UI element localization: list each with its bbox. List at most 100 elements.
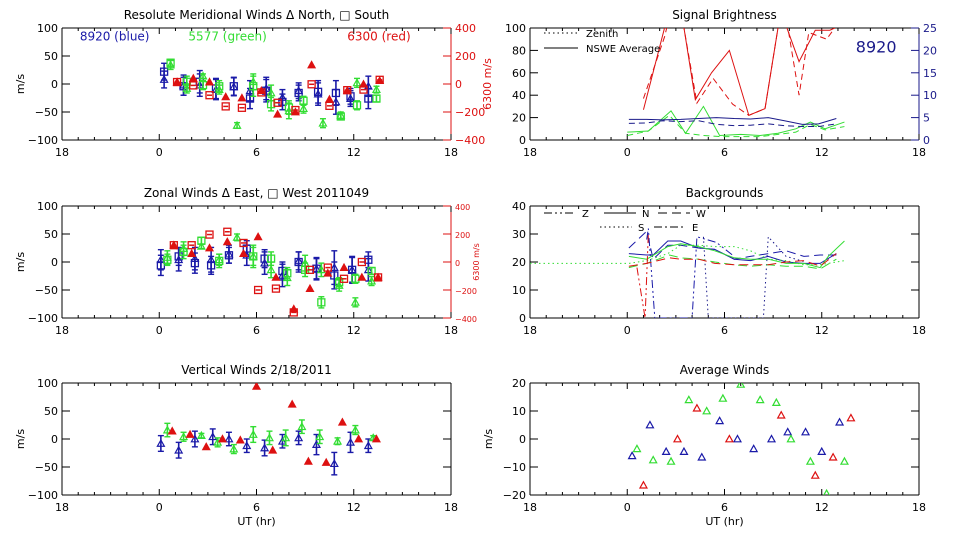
y-tick-label: 100 bbox=[37, 377, 58, 390]
data-point bbox=[357, 272, 367, 281]
data-point bbox=[350, 424, 360, 436]
data-point bbox=[718, 393, 728, 402]
series-line bbox=[628, 253, 837, 267]
right-y-tick-label: 15 bbox=[923, 67, 937, 80]
square-marker bbox=[215, 82, 224, 91]
data-point bbox=[266, 251, 276, 267]
x-tick-label: 18 bbox=[55, 146, 69, 159]
square-marker bbox=[197, 236, 206, 245]
data-point bbox=[179, 244, 188, 260]
square-marker bbox=[205, 230, 214, 239]
y-axis-label: m/s bbox=[14, 429, 27, 449]
square-marker bbox=[339, 274, 349, 283]
x-tick-label: 0 bbox=[156, 324, 163, 337]
x-tick-label: 0 bbox=[624, 146, 631, 159]
right-y-tick-label: −400 bbox=[455, 134, 485, 147]
square-marker bbox=[179, 247, 188, 257]
square-marker bbox=[373, 273, 383, 282]
data-point bbox=[229, 443, 239, 455]
plot-area bbox=[530, 228, 845, 318]
y-tick-label: 0 bbox=[519, 312, 526, 325]
data-point bbox=[350, 297, 360, 308]
y-axis-label: m/s bbox=[482, 429, 495, 449]
square-marker bbox=[299, 96, 308, 105]
data-point bbox=[330, 261, 339, 290]
square-marker bbox=[159, 67, 169, 76]
x-axis-label: UT (hr) bbox=[705, 515, 743, 528]
triangle-marker bbox=[371, 434, 381, 443]
data-point bbox=[221, 92, 231, 101]
data-point bbox=[371, 84, 381, 94]
triangle-marker bbox=[266, 88, 276, 97]
y-tick-label: 0 bbox=[519, 134, 526, 147]
data-point bbox=[783, 427, 793, 436]
data-point bbox=[337, 417, 347, 426]
series-line bbox=[628, 254, 837, 270]
triangle-marker bbox=[185, 429, 195, 438]
data-point bbox=[672, 434, 683, 443]
square-marker bbox=[172, 77, 182, 87]
data-point bbox=[156, 434, 166, 453]
data-point bbox=[846, 413, 856, 422]
data-point bbox=[159, 62, 169, 81]
x-tick-label: 18 bbox=[523, 146, 537, 159]
data-point bbox=[283, 266, 292, 280]
right-y-tick-label: 200 bbox=[455, 50, 476, 63]
y-tick-label: 40 bbox=[512, 200, 526, 213]
square-marker bbox=[323, 263, 332, 272]
triangle-marker bbox=[156, 438, 166, 447]
triangle-marker bbox=[187, 248, 197, 257]
square-marker bbox=[278, 97, 287, 107]
square-marker bbox=[352, 101, 362, 110]
data-point bbox=[187, 248, 197, 257]
x-tick-label: 6 bbox=[253, 324, 260, 337]
plot-area bbox=[156, 383, 381, 476]
chart-meridional: Resolute Meridional Winds Δ North, □ Sou… bbox=[14, 8, 494, 159]
data-point bbox=[766, 434, 777, 443]
data-point bbox=[648, 455, 658, 464]
data-point bbox=[661, 446, 671, 455]
right-y-tick-label: 400 bbox=[455, 203, 470, 212]
triangle-marker bbox=[311, 439, 321, 448]
x-tick-label: 18 bbox=[444, 501, 458, 514]
y-axis-label: m/s bbox=[14, 74, 27, 94]
y-tick-label: 0 bbox=[51, 433, 58, 446]
plot-area bbox=[156, 227, 383, 317]
y-tick-label: 50 bbox=[44, 228, 58, 241]
data-point bbox=[805, 456, 815, 465]
data-point bbox=[215, 79, 224, 93]
data-point bbox=[223, 227, 232, 236]
triangle-marker bbox=[182, 83, 192, 92]
data-point bbox=[776, 410, 786, 419]
data-point bbox=[632, 444, 642, 453]
square-marker bbox=[294, 257, 303, 267]
triangle-marker bbox=[363, 440, 373, 450]
data-point bbox=[331, 79, 341, 106]
data-point bbox=[697, 452, 707, 461]
plot-area bbox=[627, 28, 845, 138]
data-point bbox=[169, 241, 178, 250]
data-point bbox=[684, 395, 694, 404]
data-point bbox=[375, 75, 384, 84]
data-point bbox=[702, 406, 712, 415]
square-marker bbox=[224, 251, 234, 260]
triangle-marker bbox=[755, 395, 765, 404]
triangle-marker bbox=[345, 437, 356, 446]
y-tick-label: −10 bbox=[503, 461, 526, 474]
data-point bbox=[174, 441, 184, 459]
square-marker bbox=[307, 80, 316, 89]
x-tick-label: 18 bbox=[912, 146, 926, 159]
y-tick-label: 50 bbox=[44, 50, 58, 63]
square-marker bbox=[294, 88, 303, 98]
y-tick-label: 100 bbox=[505, 22, 526, 35]
color-key-label: 5577 (green) bbox=[188, 29, 266, 43]
triangle-marker bbox=[217, 434, 227, 443]
data-point bbox=[336, 112, 345, 121]
data-point bbox=[297, 419, 307, 435]
triangle-marker bbox=[190, 434, 200, 443]
triangle-marker bbox=[268, 445, 278, 454]
x-tick-label: 6 bbox=[721, 324, 728, 337]
data-point bbox=[692, 403, 702, 412]
data-point bbox=[666, 456, 676, 465]
